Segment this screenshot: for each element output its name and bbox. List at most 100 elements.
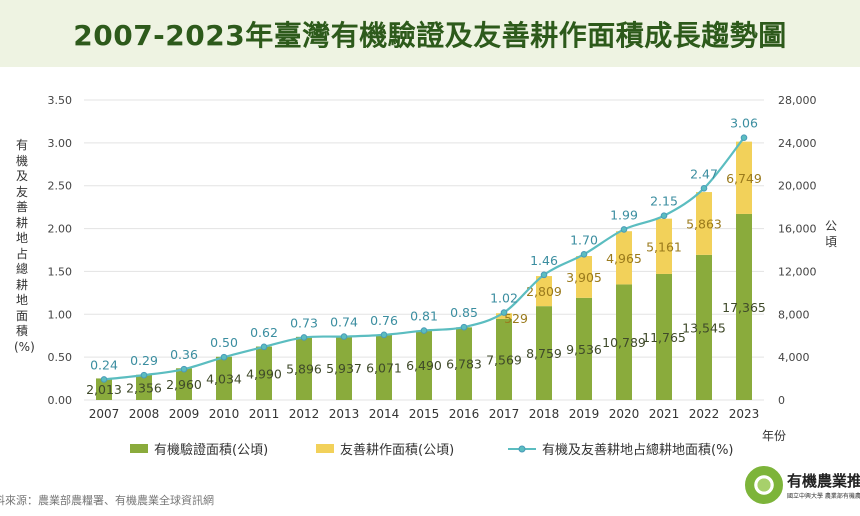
bar-organic (616, 284, 632, 400)
data-label-ratio: 3.06 (730, 116, 758, 131)
bar-friendly (616, 231, 632, 285)
data-label-friendly: 529 (504, 311, 528, 326)
chart-title: 2007-2023年臺灣有機驗證及友善耕作面積成長趨勢圖 (73, 18, 787, 52)
legend-label: 有機驗證面積(公頃) (154, 443, 269, 458)
data-label-friendly: 6,749 (726, 171, 762, 186)
x-tick-label: 2016 (449, 407, 480, 421)
data-label-ratio: 1.46 (530, 253, 558, 268)
x-tick-label: 2021 (649, 407, 680, 421)
bar-organic (456, 327, 472, 400)
data-label-ratio: 0.62 (250, 325, 278, 340)
line-point (100, 376, 108, 383)
bar-organic (416, 330, 432, 400)
data-label-ratio: 0.36 (170, 347, 198, 362)
source-note: 料來源：農業部農糧署、有機農業全球資訊網 (0, 494, 214, 507)
line-point (220, 353, 228, 361)
data-label-ratio: 0.74 (330, 315, 358, 330)
y-left-tick-label: 2.00 (48, 223, 73, 236)
y-left-tick-label: 2.50 (48, 180, 73, 193)
data-label-organic: 10,789 (602, 335, 646, 350)
line-point (460, 323, 468, 331)
x-tick-label: 2012 (289, 407, 320, 421)
x-tick-label: 2008 (129, 407, 160, 421)
bar-organic (216, 356, 232, 400)
bar-friendly (536, 276, 552, 307)
x-tick-label: 2017 (489, 407, 520, 421)
line-point (140, 371, 148, 379)
data-label-organic: 17,365 (722, 300, 766, 315)
bar-organic (336, 336, 352, 400)
x-tick-label: 2009 (169, 407, 200, 421)
logo-emblem-icon (745, 466, 783, 504)
data-label-organic: 2,356 (126, 380, 162, 395)
data-label-ratio: 1.99 (610, 207, 638, 222)
bar-organic (496, 318, 512, 400)
bar-friendly (656, 218, 672, 274)
x-tick-label: 2018 (529, 407, 560, 421)
x-tick-label: 2014 (369, 407, 400, 421)
line-point (540, 271, 548, 279)
line-point (420, 327, 428, 334)
bar-organic (96, 378, 112, 400)
legend-swatch-organic (130, 444, 148, 453)
data-label-ratio: 0.29 (130, 353, 158, 368)
data-label-organic: 2,013 (86, 382, 122, 397)
y-left-tick-label: 1.50 (48, 265, 73, 278)
x-tick-label: 2013 (329, 407, 360, 421)
x-tick-label: 2011 (249, 407, 280, 421)
data-label-friendly: 4,965 (606, 251, 642, 266)
data-label-organic: 5,896 (286, 361, 322, 376)
line-point (500, 309, 508, 316)
legend-label: 友善耕作面積(公頃) (340, 443, 455, 458)
data-label-organic: 5,937 (326, 361, 362, 376)
line-point (620, 226, 628, 233)
line-point (380, 331, 388, 339)
x-tick-label: 2020 (609, 407, 640, 421)
line-point (660, 212, 668, 220)
data-label-organic: 7,569 (486, 352, 522, 367)
y-right-tick-label: 20,000 (778, 180, 817, 193)
x-axis-title: 年份 (762, 429, 787, 443)
line-point (340, 333, 348, 340)
data-label-organic: 6,783 (446, 357, 482, 372)
y-right-tick-label: 8,000 (778, 308, 810, 321)
bar-organic (536, 306, 552, 400)
bar-friendly (576, 255, 592, 298)
title-bar: 2007-2023年臺灣有機驗證及友善耕作面積成長趨勢圖 (0, 0, 860, 67)
bar-organic (176, 368, 192, 400)
y-right-tick-label: 12,000 (778, 265, 817, 278)
x-tick-label: 2015 (409, 407, 440, 421)
x-tick-label: 2023 (729, 407, 760, 421)
bar-organic (256, 346, 272, 400)
bar-friendly (736, 141, 752, 214)
data-label-organic: 6,490 (406, 358, 442, 373)
data-label-ratio: 0.50 (210, 335, 238, 350)
x-tick-label: 2010 (209, 407, 240, 421)
line-point (180, 365, 188, 373)
legend-label: 有機及友善耕地占總耕地面積(%) (542, 443, 734, 458)
x-tick-label: 2022 (689, 407, 720, 421)
y-right-tick-label: 0 (778, 394, 785, 407)
logo-name: 有機農業推動中 (787, 472, 860, 490)
legend-friendly: 友善耕作面積(公頃) (316, 439, 454, 458)
data-label-ratio: 0.85 (450, 305, 478, 320)
data-label-organic: 11,765 (642, 330, 686, 345)
data-label-ratio: 2.47 (690, 166, 718, 181)
legend-ratio: 有機及友善耕地占總耕地面積(%) (508, 439, 734, 458)
legend-organic: 有機驗證面積(公頃) (130, 439, 268, 458)
data-label-organic: 8,759 (526, 346, 562, 361)
y-axis-right-title: 公頃 (825, 219, 838, 249)
data-label-ratio: 0.76 (370, 313, 398, 328)
data-label-friendly: 3,905 (566, 270, 602, 285)
y-left-tick-label: 1.00 (48, 308, 73, 321)
line-point (700, 184, 708, 192)
bar-friendly (696, 192, 712, 255)
logo: 有機農業推動中 國立中興大學 農業部有機農業推動 (745, 466, 860, 504)
line-point (580, 250, 588, 258)
data-label-organic: 9,536 (566, 342, 602, 357)
bar-organic (576, 297, 592, 400)
data-label-organic: 6,071 (366, 360, 402, 375)
bar-organic (136, 374, 152, 400)
data-label-ratio: 1.70 (570, 232, 598, 247)
data-label-friendly: 2,809 (526, 284, 562, 299)
